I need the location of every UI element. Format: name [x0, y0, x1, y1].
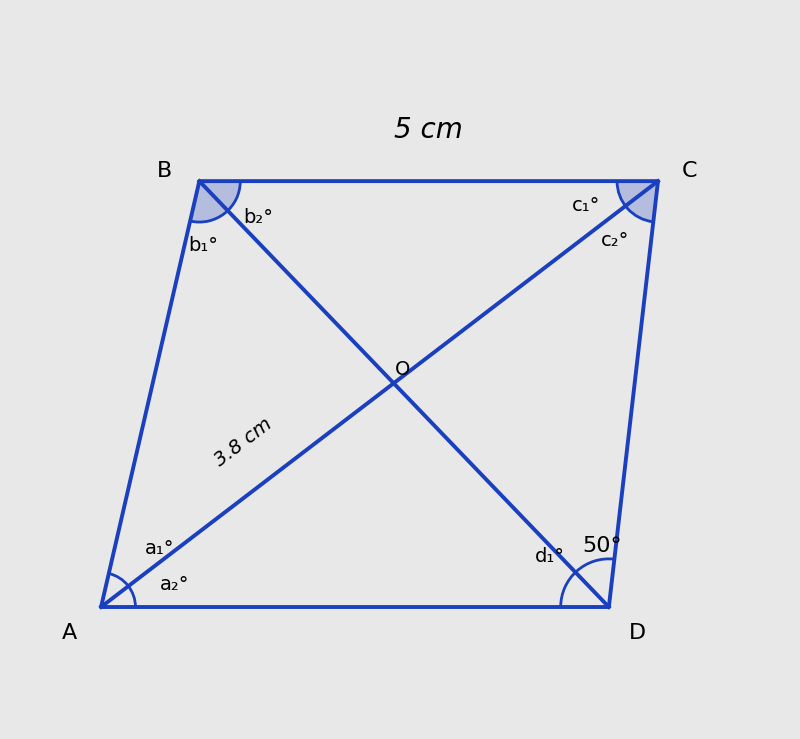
- Text: B: B: [158, 161, 173, 181]
- Text: c₁°: c₁°: [572, 196, 600, 215]
- Wedge shape: [190, 181, 240, 222]
- Text: a₁°: a₁°: [146, 539, 174, 557]
- Text: 3.8 cm: 3.8 cm: [211, 415, 276, 470]
- Text: b₁°: b₁°: [189, 236, 218, 254]
- Text: 5 cm: 5 cm: [394, 116, 463, 144]
- Text: O: O: [394, 360, 410, 379]
- Text: d₁°: d₁°: [535, 547, 565, 566]
- Text: D: D: [629, 623, 646, 643]
- Text: b₂°: b₂°: [243, 208, 274, 228]
- Text: a₂°: a₂°: [160, 575, 190, 593]
- Text: c₂°: c₂°: [602, 231, 630, 250]
- Text: 50°: 50°: [582, 536, 622, 556]
- Wedge shape: [617, 181, 658, 222]
- Text: C: C: [682, 161, 697, 181]
- Text: A: A: [62, 623, 78, 643]
